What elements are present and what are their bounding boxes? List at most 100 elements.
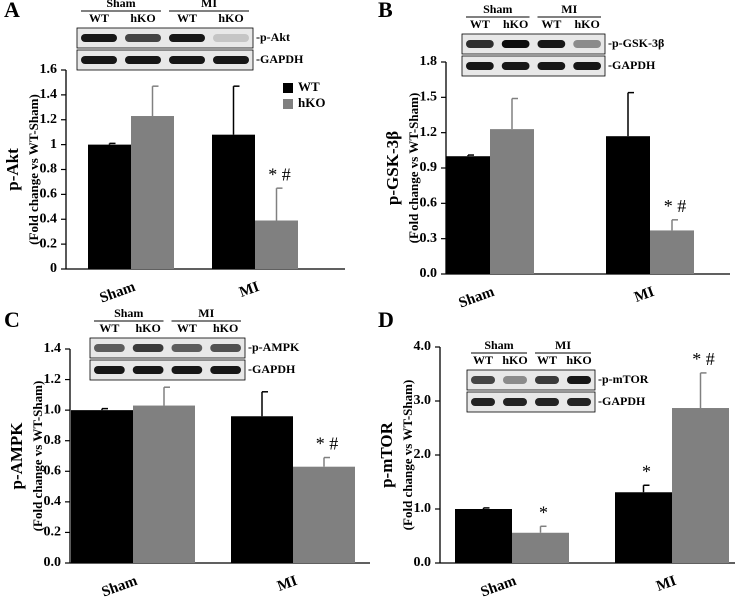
bar (212, 134, 255, 269)
blot-lane-label: WT (470, 17, 490, 31)
x-tick-label: MI (654, 573, 678, 595)
y-tick-label: 0.4 (40, 211, 58, 226)
bar (606, 136, 650, 274)
legend-swatch (283, 99, 293, 109)
blot-band-label: -GAPDH (608, 58, 656, 72)
blot-band (471, 376, 495, 384)
y-tick-label: 4.0 (414, 339, 432, 354)
y-tick-label: 0.0 (414, 555, 432, 570)
blot-band (171, 344, 203, 352)
blot-band (213, 56, 249, 64)
blot-lane-label: hKO (566, 353, 591, 367)
y-axis-label: p-mTOR (377, 421, 396, 488)
blot-lane-label: hKO (503, 17, 528, 31)
y-tick-label: 0.3 (420, 231, 438, 246)
bar (71, 410, 133, 563)
blot-band (537, 62, 566, 70)
y-tick-label: 0.6 (40, 187, 58, 202)
blot-lane-label: hKO (502, 353, 527, 367)
bar (231, 416, 293, 563)
blot-band-label: -p-Akt (256, 30, 290, 44)
blot-group-label: Sham (106, 0, 135, 10)
y-tick-label: 0.4 (44, 494, 62, 509)
blot-band (466, 40, 494, 48)
y-tick-label: 0.9 (420, 160, 438, 175)
significance-label: * (642, 461, 651, 481)
y-axis-label: p-GSK-3β (383, 131, 402, 205)
legend-label: hKO (298, 95, 325, 110)
blot-band (125, 56, 161, 64)
panel-label: A (4, 0, 20, 22)
significance-label: * # (692, 349, 715, 369)
blot-band (573, 62, 601, 70)
bar (455, 509, 512, 563)
y-axis-sublabel: (Fold change vs WT-Sham) (400, 380, 415, 531)
significance-label: * (539, 502, 548, 522)
blot-strip (466, 369, 596, 391)
blot-band (535, 398, 559, 406)
bar (512, 532, 569, 563)
blot-group-label: MI (555, 338, 571, 352)
blot-band (132, 344, 164, 352)
blot-band (573, 40, 601, 48)
panel-label: B (378, 0, 393, 22)
blot-lane-label: hKO (218, 11, 243, 25)
blot-lane-label: WT (177, 321, 197, 335)
blot-band (94, 366, 125, 374)
panel-label: C (4, 307, 20, 332)
bar (490, 129, 534, 274)
blot-band (94, 344, 125, 352)
bar (672, 408, 729, 563)
blot-band (169, 56, 205, 64)
blot-group-label: MI (561, 2, 577, 16)
blot-group-label: MI (198, 306, 214, 320)
y-axis-label: p-AMPK (7, 422, 26, 490)
blot-band (466, 62, 494, 70)
y-tick-label: 1.0 (44, 402, 62, 417)
y-tick-label: 1 (50, 137, 57, 152)
y-tick-label: 1.4 (44, 341, 62, 356)
bar (88, 144, 131, 269)
legend-swatch (283, 83, 293, 93)
blot-lane-label: WT (177, 11, 197, 25)
legend-label: WT (298, 79, 320, 94)
blot-lane-label: WT (473, 353, 493, 367)
blot-lane-label: hKO (130, 11, 155, 25)
blot-band (503, 376, 527, 384)
blot-band-label: -p-mTOR (598, 372, 649, 386)
blot-band (567, 376, 591, 384)
x-tick-label: Sham (479, 573, 519, 597)
blot-band (125, 34, 161, 42)
blot-band (210, 344, 241, 352)
blot-band (537, 40, 566, 48)
blot-band (81, 34, 117, 42)
blot-band (210, 366, 241, 374)
x-tick-label: MI (275, 573, 299, 595)
bar (446, 156, 490, 274)
blot-band (132, 366, 164, 374)
significance-label: * # (316, 434, 339, 454)
y-tick-label: 1.2 (44, 372, 62, 387)
blot-band (503, 398, 527, 406)
y-tick-label: 0.0 (44, 555, 62, 570)
significance-label: * # (268, 164, 291, 184)
y-tick-label: 0.6 (420, 196, 438, 211)
y-tick-label: 0.2 (44, 525, 62, 540)
y-tick-label: 1.2 (420, 125, 438, 140)
blot-lane-label: WT (99, 321, 119, 335)
blot-band (535, 376, 559, 384)
y-tick-label: 0.6 (44, 464, 62, 479)
y-tick-label: 1.8 (420, 54, 438, 69)
blot-lane-label: WT (89, 11, 109, 25)
bar (650, 230, 694, 274)
blot-strip (89, 337, 246, 359)
y-tick-label: 1.4 (40, 87, 58, 102)
panel-label: D (378, 307, 394, 332)
y-tick-label: 1.2 (40, 112, 58, 127)
x-tick-label: Sham (457, 284, 497, 312)
blot-band (501, 62, 530, 70)
blot-lane-label: WT (541, 17, 561, 31)
blot-band (169, 34, 205, 42)
bar (615, 492, 672, 563)
bar (293, 466, 355, 563)
